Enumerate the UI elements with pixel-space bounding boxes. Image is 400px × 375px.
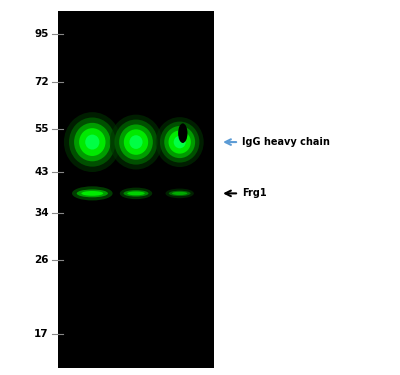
- Ellipse shape: [69, 117, 116, 166]
- Ellipse shape: [174, 136, 186, 148]
- Text: 26: 26: [34, 255, 49, 264]
- Text: 95: 95: [34, 28, 49, 39]
- Ellipse shape: [172, 192, 187, 195]
- Ellipse shape: [130, 135, 142, 149]
- Ellipse shape: [110, 115, 162, 170]
- Text: B: B: [131, 0, 141, 1]
- Text: C: C: [175, 0, 184, 1]
- Ellipse shape: [166, 189, 194, 198]
- Ellipse shape: [119, 124, 153, 160]
- Ellipse shape: [160, 122, 200, 163]
- Ellipse shape: [169, 191, 191, 196]
- Text: IgG heavy chain: IgG heavy chain: [242, 137, 330, 147]
- Ellipse shape: [178, 123, 188, 143]
- Ellipse shape: [114, 120, 158, 165]
- Ellipse shape: [79, 128, 106, 156]
- Ellipse shape: [124, 190, 148, 196]
- Ellipse shape: [168, 130, 191, 154]
- Ellipse shape: [77, 189, 108, 197]
- Ellipse shape: [81, 191, 103, 196]
- Ellipse shape: [127, 192, 145, 195]
- Ellipse shape: [85, 135, 100, 150]
- Ellipse shape: [64, 112, 121, 172]
- Ellipse shape: [72, 186, 113, 201]
- Ellipse shape: [124, 129, 148, 155]
- Ellipse shape: [164, 126, 195, 158]
- Ellipse shape: [120, 188, 152, 199]
- Text: 34: 34: [34, 208, 49, 218]
- Text: 72: 72: [34, 77, 49, 87]
- Text: A: A: [88, 0, 97, 1]
- Text: Frg1: Frg1: [242, 188, 267, 198]
- Text: 17: 17: [34, 328, 49, 339]
- Ellipse shape: [74, 123, 110, 161]
- Text: 43: 43: [34, 167, 49, 177]
- Text: 55: 55: [34, 124, 49, 134]
- Ellipse shape: [156, 117, 204, 167]
